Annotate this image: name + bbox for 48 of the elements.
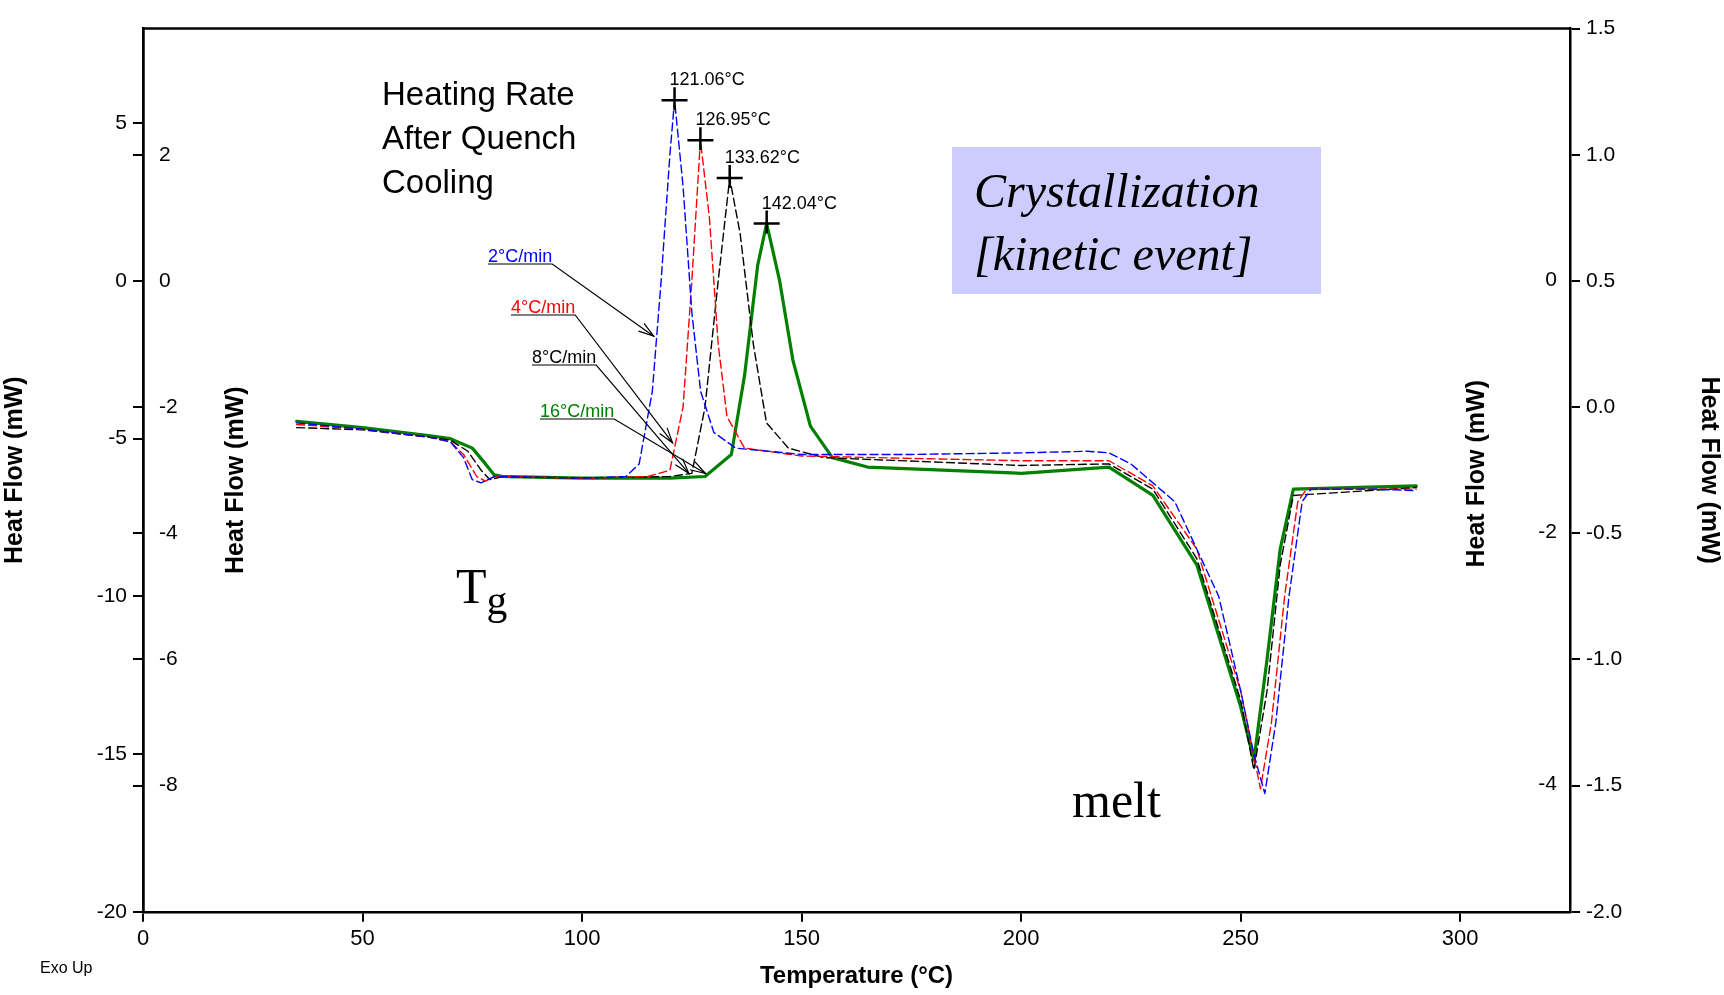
y3-tick-label: -4 (159, 520, 178, 544)
y3-tick-label: -8 (159, 772, 178, 796)
annotation: 126.95°C (695, 109, 771, 130)
x-tick-label: 300 (1441, 925, 1479, 951)
x-tick-label: 100 (563, 925, 601, 951)
y3-tick-label: -2 (159, 393, 178, 417)
y3-tick-label: 2 (159, 141, 171, 165)
y-axis-title: Heat Flow (mW) (0, 376, 27, 564)
y3-axis-title: Heat Flow (mW) (219, 386, 248, 574)
annotation: 0 (1545, 266, 1557, 292)
x-tick-label: 150 (783, 925, 820, 951)
annotation: -4 (1538, 770, 1557, 796)
text: 2°C/min (488, 246, 553, 266)
y2-tick-label: -1.5 (1586, 772, 1623, 796)
y3-tick-label: -6 (159, 646, 178, 670)
y2-tick-label: 1.5 (1586, 15, 1616, 39)
x-tick-label: 0 (136, 925, 150, 951)
x-tick-label: 200 (1002, 925, 1040, 951)
annotation: Heating Rate After Quench Cooling (382, 74, 578, 202)
annotation: T$_{g}$ (456, 558, 508, 625)
y3-tick-label: 0 (159, 267, 171, 291)
annotation: 142.04°C (761, 192, 837, 213)
annotation: melt (1072, 772, 1161, 828)
annotation: Heat Flow (mW) (1460, 380, 1490, 568)
y2-tick-label: 0.5 (1586, 267, 1616, 291)
x-axis-title: Temperature (°C) (759, 961, 954, 989)
y2-tick-label: 1.0 (1586, 141, 1616, 165)
annotation: Crystallization [kinetic event] (952, 147, 1321, 294)
y2-tick-label: -1.0 (1586, 646, 1623, 670)
text: Exo Up (40, 958, 93, 978)
text: 16°C/min (540, 401, 615, 421)
y-tick-label: 5 (115, 110, 127, 134)
y-tick-label: -10 (96, 583, 127, 607)
y-tick-label: -20 (96, 898, 127, 922)
y2-axis-title: Heat Flow (mW) (1697, 376, 1724, 564)
text: 8°C/min (532, 347, 597, 367)
y-tick-label: -5 (108, 425, 127, 449)
annotation: -2 (1538, 518, 1557, 544)
x-tick-label: 250 (1222, 925, 1260, 951)
y-tick-label: -15 (96, 740, 127, 764)
y2-tick-label: -2.0 (1586, 898, 1623, 922)
annotation: 133.62°C (724, 147, 800, 168)
annotation: 121.06°C (669, 69, 745, 90)
y2-tick-label: 0.0 (1586, 393, 1616, 417)
y-tick-label: 0 (115, 267, 127, 291)
y2-tick-label: -0.5 (1586, 520, 1623, 544)
x-tick-label: 50 (350, 925, 375, 951)
text: 4°C/min (511, 297, 576, 317)
